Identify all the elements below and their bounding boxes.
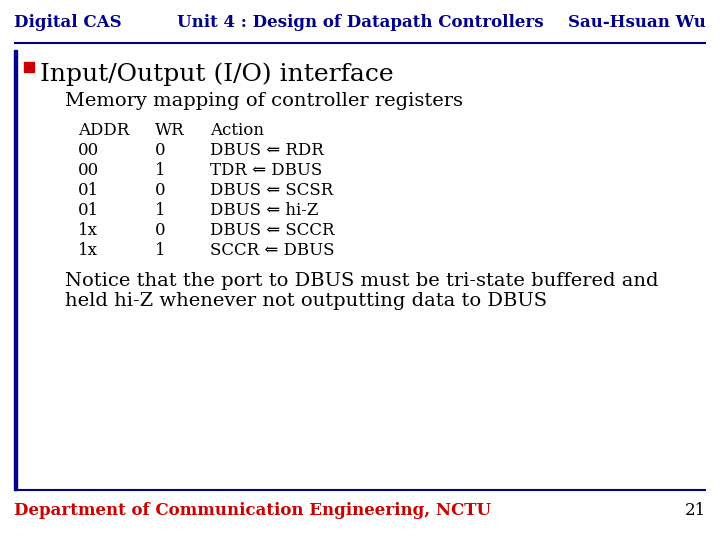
- Text: WR: WR: [155, 122, 184, 139]
- Text: Unit 4 : Design of Datapath Controllers: Unit 4 : Design of Datapath Controllers: [176, 14, 544, 31]
- Text: 1: 1: [155, 202, 166, 219]
- Text: SCCR ⇐ DBUS: SCCR ⇐ DBUS: [210, 242, 335, 259]
- Bar: [24, 62, 34, 72]
- Text: DBUS ⇐ RDR: DBUS ⇐ RDR: [210, 142, 324, 159]
- Text: 00: 00: [78, 162, 99, 179]
- Text: 0: 0: [155, 142, 166, 159]
- Text: DBUS ⇐ SCSR: DBUS ⇐ SCSR: [210, 182, 333, 199]
- Text: DBUS ⇐ SCCR: DBUS ⇐ SCCR: [210, 222, 335, 239]
- Text: 0: 0: [155, 182, 166, 199]
- Bar: [14, 50, 17, 490]
- Text: 1: 1: [155, 162, 166, 179]
- Text: 01: 01: [78, 182, 99, 199]
- Text: 1: 1: [155, 242, 166, 259]
- Bar: [50, 92, 59, 101]
- Text: Sau-Hsuan Wu: Sau-Hsuan Wu: [568, 14, 706, 31]
- Text: held hi-Z whenever not outputting data to DBUS: held hi-Z whenever not outputting data t…: [65, 292, 547, 310]
- Text: TDR ⇐ DBUS: TDR ⇐ DBUS: [210, 162, 323, 179]
- Text: 00: 00: [78, 142, 99, 159]
- Text: Input/Output (I/O) interface: Input/Output (I/O) interface: [40, 62, 394, 85]
- Text: Action: Action: [210, 122, 264, 139]
- Text: 0: 0: [155, 222, 166, 239]
- Text: Department of Communication Engineering, NCTU: Department of Communication Engineering,…: [14, 502, 491, 519]
- Text: Memory mapping of controller registers: Memory mapping of controller registers: [65, 92, 463, 110]
- Text: Digital CAS: Digital CAS: [14, 14, 122, 31]
- Text: 1x: 1x: [78, 222, 98, 239]
- Text: Notice that the port to DBUS must be tri-state buffered and: Notice that the port to DBUS must be tri…: [65, 272, 659, 290]
- Text: DBUS ⇐ hi-Z: DBUS ⇐ hi-Z: [210, 202, 318, 219]
- Text: 1x: 1x: [78, 242, 98, 259]
- Text: ADDR: ADDR: [78, 122, 130, 139]
- Bar: [50, 272, 59, 281]
- Text: 21: 21: [685, 502, 706, 519]
- Text: 01: 01: [78, 202, 99, 219]
